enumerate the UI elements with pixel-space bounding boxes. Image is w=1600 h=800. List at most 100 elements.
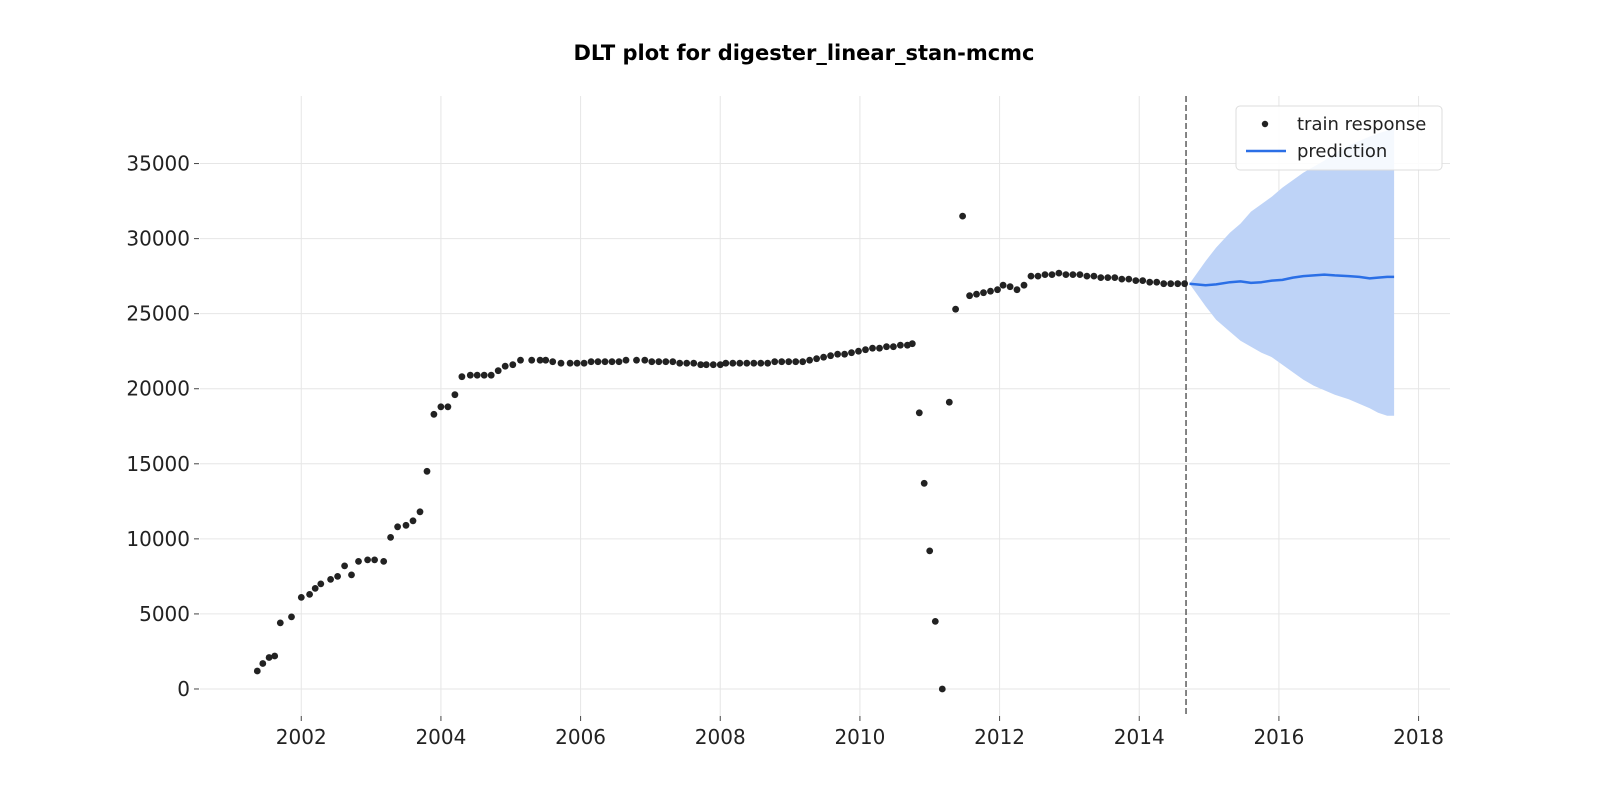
train-response-point — [716, 361, 724, 369]
train-response-point — [729, 359, 737, 367]
train-response-point — [908, 340, 916, 348]
train-response-point — [999, 281, 1007, 289]
train-response-point — [709, 361, 717, 369]
train-response-point — [855, 347, 862, 355]
train-response-point — [334, 573, 341, 580]
legend-box — [1235, 105, 1443, 171]
train-response-point — [615, 358, 623, 366]
train-response-point — [897, 341, 904, 349]
train-response-point — [994, 286, 1001, 294]
train-response-point — [380, 558, 388, 565]
axes: 2002 2004 2006 2008 2010 2012 2014 2016 2018 0 500… — [126, 152, 1444, 749]
train-response-point — [341, 562, 348, 570]
train-response-point — [402, 521, 410, 529]
train-response-point — [608, 358, 616, 366]
train-response-point — [764, 359, 772, 367]
train-response-point — [876, 344, 883, 352]
train-response-point — [820, 353, 827, 361]
train-response-point — [517, 356, 524, 364]
train-response-point — [920, 479, 928, 487]
train-response-point — [1097, 274, 1105, 281]
x-tick-label: 2006 — [555, 725, 606, 749]
train-response-point — [1006, 283, 1014, 291]
x-tick-label: 2014 — [1114, 725, 1165, 749]
train-response-point — [509, 361, 517, 369]
train-response-point — [973, 290, 980, 298]
x-tick-label: 2018 — [1393, 725, 1444, 749]
train-response-point — [259, 660, 267, 667]
prediction-line — [1189, 273, 1395, 287]
train-response-point — [409, 517, 417, 525]
train-response-point — [387, 534, 394, 541]
train-response-point — [557, 359, 565, 367]
train-response-point — [869, 344, 876, 352]
train-response-point — [317, 580, 325, 588]
train-response-point — [458, 373, 466, 381]
train-response-point — [1174, 280, 1182, 288]
y-tick-label: 35000 — [126, 152, 190, 176]
train-response-point — [528, 356, 536, 364]
train-response-point — [430, 410, 438, 418]
train-response-point — [501, 362, 509, 370]
train-response-point — [827, 352, 834, 360]
train-response-point — [648, 358, 656, 366]
train-response-point — [1181, 280, 1188, 288]
train-response-point — [743, 359, 751, 367]
chart-title: DLT plot for digester_linear_stan-mcmc — [573, 41, 1034, 65]
train-response-point — [494, 367, 502, 375]
train-response-point — [841, 350, 848, 358]
train-response-point — [697, 361, 705, 369]
train-response-point — [297, 594, 305, 601]
train-response-point — [276, 619, 284, 627]
train-response-point — [311, 585, 319, 592]
train-response-point — [813, 355, 820, 363]
train-response-point — [1104, 274, 1112, 281]
prediction-interval-band — [1189, 127, 1395, 416]
train-response-point — [549, 358, 557, 366]
train-response-point — [355, 558, 362, 565]
train-response-point — [1055, 269, 1063, 277]
legend-prediction-label: prediction — [1297, 141, 1387, 162]
train-response-point — [966, 292, 973, 300]
train-response-point — [451, 391, 459, 399]
train-response-point — [862, 346, 869, 354]
train-response-point — [931, 618, 939, 625]
train-response-point — [594, 358, 602, 366]
train-response-point — [669, 358, 677, 366]
x-tick-label: 2002 — [276, 725, 327, 749]
train-response-point — [487, 371, 495, 379]
train-response-point — [416, 508, 424, 516]
train-response-point — [987, 287, 994, 295]
train-response-point — [1076, 271, 1084, 278]
train-response-point — [702, 361, 710, 369]
train-response-point — [1153, 278, 1161, 286]
train-response-point — [676, 359, 684, 367]
train-response-point — [1034, 272, 1042, 280]
train-response-point — [1027, 272, 1035, 280]
train-response-point — [778, 358, 786, 366]
train-response-point — [473, 371, 481, 379]
y-tick-label: 15000 — [126, 452, 190, 476]
train-response-point — [848, 349, 855, 357]
train-response-point — [542, 356, 550, 364]
train-response-point — [890, 343, 897, 351]
train-response-point — [1125, 275, 1133, 283]
legend-train-marker — [1261, 120, 1269, 128]
grid — [200, 96, 1450, 716]
y-tick-label: 30000 — [126, 227, 190, 251]
train-response-point — [536, 356, 544, 364]
train-response-point — [926, 547, 934, 555]
train-response-point — [683, 359, 691, 367]
train-response-point — [641, 356, 649, 364]
x-tick-label: 2008 — [695, 725, 746, 749]
train-response-point — [423, 467, 431, 475]
train-response-point — [265, 654, 273, 661]
y-tick-label: 10000 — [126, 527, 190, 551]
train-response-point — [799, 358, 807, 366]
train-response-point — [288, 613, 295, 621]
x-tick-label: 2016 — [1253, 725, 1304, 749]
prediction-band-area — [1189, 127, 1395, 416]
train-response-point — [722, 359, 730, 367]
prediction-line-path — [1189, 273, 1395, 287]
